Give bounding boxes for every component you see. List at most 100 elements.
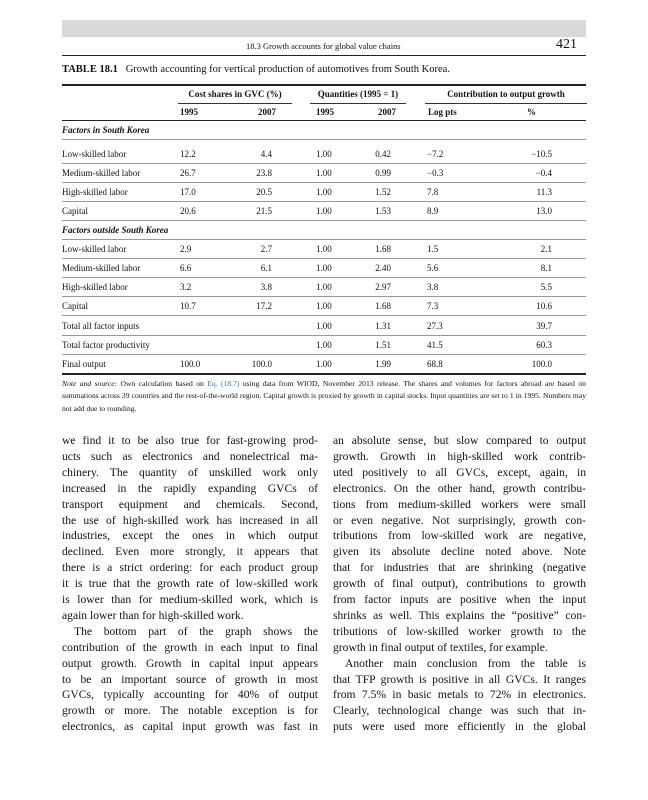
cell: 1.00 <box>316 301 332 311</box>
column-header: 1995 <box>316 107 334 117</box>
cell: 39.7 <box>536 321 552 331</box>
header-rule <box>62 55 586 56</box>
row-rule <box>62 182 586 183</box>
cell: 27.3 <box>427 321 443 331</box>
column-header: 2007 <box>258 107 276 117</box>
body-line: growth of final output), contributions t… <box>333 577 586 591</box>
cell: 41.5 <box>427 340 443 350</box>
cell: 6.1 <box>260 263 272 273</box>
body-line: ucts such as electronics and nonelectric… <box>62 449 318 463</box>
cell: 2.1 <box>540 244 552 254</box>
cell: 21.5 <box>256 206 272 216</box>
cell: 68.8 <box>427 359 443 369</box>
body-line: shrinks as well. This explains the “posi… <box>333 608 586 622</box>
table-top-rule <box>62 84 586 86</box>
body-line: transport equipment and chemicals. Secon… <box>62 497 318 511</box>
cell: 11.3 <box>536 187 552 197</box>
cell: 1.00 <box>316 168 332 178</box>
body-line: output growth. Growth in capital input a… <box>62 656 318 670</box>
cell: 5.6 <box>427 263 439 273</box>
cell: 1.68 <box>375 301 391 311</box>
note-link[interactable]: Eq. (18.7) <box>207 379 240 388</box>
body-line: growth or more. The notable exception is… <box>62 704 318 718</box>
body-line: industries, except the ones in which out… <box>62 529 318 543</box>
body-line: from factor inputs are positive when the… <box>333 593 586 606</box>
note-text: using data from WIOD, November 2013 rele… <box>62 379 586 413</box>
column-header: Log pts <box>428 107 457 117</box>
cell: 8.9 <box>427 206 439 216</box>
cell: 60.3 <box>536 340 552 350</box>
body-line: tributions of low-skilled worker growth … <box>333 624 586 638</box>
cell: 20.5 <box>256 187 272 197</box>
cell: 1.53 <box>375 206 391 216</box>
group-rule <box>178 103 292 104</box>
row-label: Capital <box>62 301 88 311</box>
body-line: growth in final output of textiles, for … <box>333 640 548 654</box>
row-rule <box>62 201 586 202</box>
body-line: the use of high-skilled work has increas… <box>62 513 318 527</box>
note-label: Note and source: <box>62 379 118 388</box>
body-line: it is true that the growth rate of low-s… <box>62 577 318 591</box>
cell: 12.2 <box>180 149 196 159</box>
row-label: Total all factor inputs <box>62 321 140 331</box>
table-note: Note and source: Own calculation based o… <box>62 378 586 415</box>
table-bottom-rule <box>62 373 586 375</box>
row-rule <box>62 354 586 355</box>
body-line: we find it to be also true for fast-grow… <box>62 434 318 447</box>
cell: 1.00 <box>316 206 332 216</box>
row-label: Low-skilled labor <box>62 244 127 254</box>
row-label: Final output <box>62 359 106 369</box>
note-text: Own calculation based on <box>120 379 204 388</box>
cell: 0.42 <box>375 149 391 159</box>
cell: 17.0 <box>180 187 196 197</box>
cell: 5.5 <box>540 282 552 292</box>
cell: 100.0 <box>251 359 272 369</box>
row-label: Total factor productivity <box>62 340 150 350</box>
row-rule <box>62 139 586 140</box>
cell: 100.0 <box>531 359 552 369</box>
column-header: 1995 <box>180 107 198 117</box>
cell: 7.8 <box>427 187 439 197</box>
body-line: contribution of the growth in each input… <box>62 640 318 654</box>
body-line: chinery. The quantity of unskilled work … <box>62 465 318 479</box>
body-line: from 7.5% in basic metals to 72% in elec… <box>333 688 586 702</box>
cell: 1.00 <box>316 187 332 197</box>
cell: 26.7 <box>180 168 196 178</box>
cell: 4.4 <box>260 149 272 159</box>
cell: −7.2 <box>427 149 444 159</box>
cell: 1.00 <box>316 263 332 273</box>
body-line: again lower than for high-skilled work. <box>62 608 244 622</box>
row-rule <box>62 258 586 259</box>
body-line: increased in the rapidly expanding GVCs … <box>62 481 318 495</box>
group-rule <box>425 103 587 104</box>
cell: 6.6 <box>180 263 192 273</box>
cell: 10.7 <box>180 301 196 311</box>
cell: 3.2 <box>180 282 192 292</box>
cell: 1.00 <box>316 359 332 369</box>
cell: 1.51 <box>375 340 391 350</box>
cell: 0.99 <box>375 168 391 178</box>
cell: 1.00 <box>316 340 332 350</box>
body-line: is lower than for medium-skilled work, w… <box>62 593 318 606</box>
cell: 1.00 <box>316 282 332 292</box>
column-header: % <box>527 107 536 117</box>
body-line: growth. Growth in high-skilled work cont… <box>333 449 586 463</box>
group-rule <box>310 103 406 104</box>
group-header: Quantities (1995 = 1) <box>317 89 399 99</box>
running-header: 18.3 Growth accounts for global value ch… <box>246 41 401 51</box>
cell: 100.0 <box>180 359 201 369</box>
row-label: Low-skilled labor <box>62 149 127 159</box>
body-line: uted positively to all GVCs, except, aga… <box>333 465 586 479</box>
body-line: tions from medium-skilled workers were s… <box>333 497 586 511</box>
cell: −0.3 <box>427 168 444 178</box>
cell: 20.6 <box>180 206 196 216</box>
section-title: Factors in South Korea <box>62 125 150 135</box>
body-line: there is a strict ordering: for each pro… <box>62 561 318 575</box>
row-rule <box>62 163 586 164</box>
row-rule <box>62 315 586 316</box>
row-label: Capital <box>62 206 88 216</box>
cell: −0.4 <box>535 168 552 178</box>
body-line: The bottom part of the graph shows the <box>74 624 318 638</box>
row-rule <box>62 239 586 240</box>
